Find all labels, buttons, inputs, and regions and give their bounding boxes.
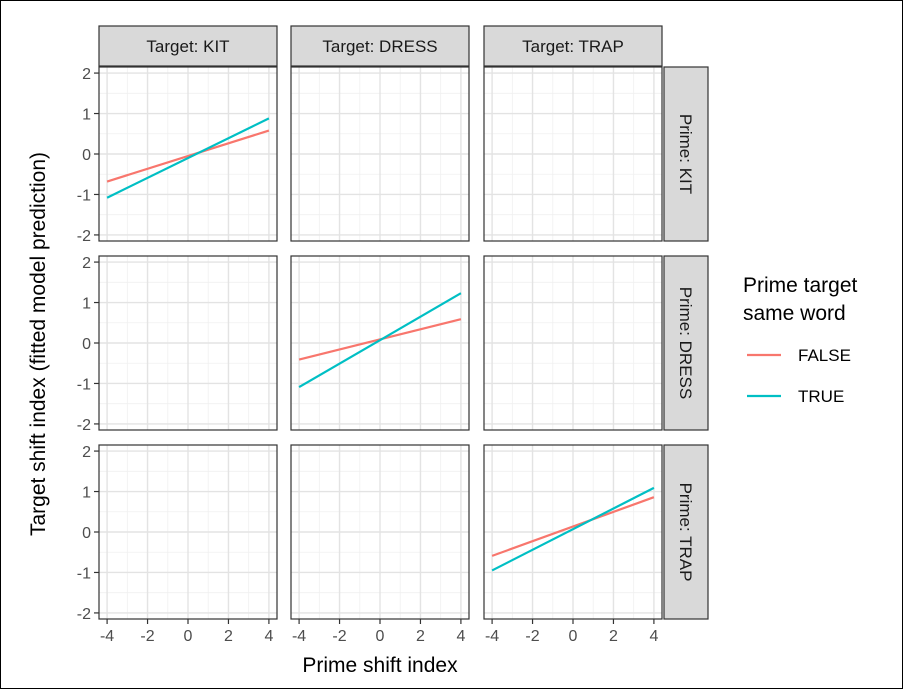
- y-tick-label: -1: [77, 565, 91, 582]
- series-line-true: [298, 292, 462, 389]
- column-strip: [483, 25, 663, 67]
- x-tick-label: 0: [376, 628, 385, 645]
- x-tick-label: -4: [100, 628, 114, 645]
- panel-border: [290, 255, 470, 431]
- x-tick-label: -4: [485, 628, 499, 645]
- y-tick-label: 2: [82, 66, 91, 83]
- y-axis-title: Target shift index (fitted model predict…: [27, 152, 50, 536]
- panel-r2-c2: [484, 445, 662, 619]
- x-tick-label: 0: [184, 628, 193, 645]
- x-tick-label: -4: [292, 628, 306, 645]
- panel-r0-c0: [99, 67, 277, 241]
- y-tick-label: 2: [82, 255, 91, 272]
- y-tick-label: -2: [77, 417, 91, 434]
- x-axis-title: Prime shift index: [302, 654, 458, 677]
- row-strip: [663, 444, 709, 620]
- series-line-true: [106, 117, 270, 199]
- y-tick-label: -2: [77, 228, 91, 245]
- x-tick-label: 4: [649, 628, 658, 645]
- column-strip-label: Target: DRESS: [322, 37, 437, 56]
- x-tick-label: -2: [525, 628, 539, 645]
- y-tick-label: 0: [82, 147, 91, 164]
- row-strip-label: Prime: TRAP: [676, 483, 695, 582]
- column-strip-label: Target: TRAP: [522, 37, 624, 56]
- x-tick-label: 4: [264, 628, 273, 645]
- legend-title-line1: Prime target: [743, 274, 858, 297]
- x-tick-label: 4: [456, 628, 465, 645]
- y-tick-label: 0: [82, 525, 91, 542]
- row-strip: [663, 255, 709, 431]
- series-line-true: [491, 486, 655, 572]
- y-tick-label: 1: [82, 485, 91, 502]
- column-strip: [98, 25, 278, 67]
- x-tick-label: 0: [569, 628, 578, 645]
- panel-r0-c1: [291, 67, 469, 241]
- panel-r2-c0: [99, 445, 277, 619]
- y-tick-label: 0: [82, 336, 91, 353]
- panel-r1-c2: [484, 256, 662, 430]
- y-tick-label: 2: [82, 444, 91, 461]
- x-tick-label: 2: [609, 628, 618, 645]
- y-tick-label: -1: [77, 187, 91, 204]
- panel-r1-c0: [99, 256, 277, 430]
- panel-r0-c2: [484, 67, 662, 241]
- row-strip-label: Prime: KIT: [676, 114, 695, 194]
- series-line-false: [491, 496, 655, 557]
- x-tick-label: -2: [332, 628, 346, 645]
- panel-border: [483, 66, 663, 242]
- strips-layer: Target: KIT Target: DRESS Target: TRAP Prim…: [98, 25, 709, 620]
- legend-label-false: FALSE: [798, 346, 851, 365]
- panel-border: [290, 66, 470, 242]
- column-strip-label: Target: KIT: [146, 37, 229, 56]
- legend-label-true: TRUE: [798, 387, 844, 406]
- y-tick-label: -1: [77, 376, 91, 393]
- row-strip-label: Prime: DRESS: [676, 287, 695, 399]
- legend-title-line2: same word: [743, 302, 846, 325]
- x-tick-label: -2: [140, 628, 154, 645]
- legend-entries: FALSE TRUE: [747, 346, 851, 406]
- legend: Prime target same word FALSE TRUE: [743, 274, 858, 406]
- x-tick-label: 2: [416, 628, 425, 645]
- y-tick-label: 1: [82, 107, 91, 124]
- series-line-false: [106, 129, 270, 183]
- row-strip: [663, 66, 709, 242]
- x-tick-label: 2: [224, 628, 233, 645]
- panel-border: [483, 255, 663, 431]
- panel-r1-c1: [291, 256, 469, 430]
- panels-layer: [98, 66, 663, 620]
- axes-layer: -2 -1 0 1 2 -2 -1 0 1 2 -2 -1 0 1 2 -4 -2 0 2 4 -4 -2 0 2 4 -4 -2 0…: [77, 66, 659, 645]
- panel-r2-c1: [291, 445, 469, 619]
- y-tick-label: 1: [82, 296, 91, 313]
- column-strip: [290, 25, 470, 67]
- y-tick-label: -2: [77, 606, 91, 623]
